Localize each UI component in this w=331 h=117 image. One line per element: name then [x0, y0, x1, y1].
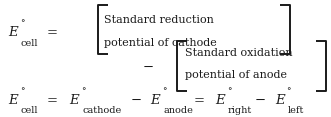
- Text: =: =: [46, 26, 57, 39]
- Text: °: °: [227, 87, 231, 96]
- Text: E: E: [151, 94, 160, 107]
- Text: cell: cell: [21, 39, 38, 48]
- Text: anode: anode: [163, 106, 193, 115]
- Text: E: E: [275, 94, 284, 107]
- Text: Standard oxidation: Standard oxidation: [185, 48, 293, 58]
- Text: °: °: [81, 87, 86, 96]
- Text: potential of anode: potential of anode: [185, 70, 287, 80]
- Text: cathode: cathode: [82, 106, 121, 115]
- Text: °: °: [286, 87, 291, 96]
- Text: −: −: [255, 94, 266, 107]
- Text: −: −: [131, 94, 142, 107]
- Text: Standard reduction: Standard reduction: [104, 15, 214, 26]
- Text: right: right: [228, 106, 252, 115]
- Text: =: =: [194, 94, 205, 107]
- Text: −: −: [142, 61, 154, 74]
- Text: =: =: [46, 94, 57, 107]
- Text: left: left: [287, 106, 304, 115]
- Text: potential of cathode: potential of cathode: [104, 38, 217, 48]
- Text: E: E: [215, 94, 225, 107]
- Text: °: °: [20, 19, 24, 28]
- Text: °: °: [20, 87, 24, 96]
- Text: E: E: [70, 94, 79, 107]
- Text: E: E: [8, 94, 18, 107]
- Text: °: °: [162, 87, 167, 96]
- Text: cell: cell: [21, 106, 38, 115]
- Text: E: E: [8, 26, 18, 39]
